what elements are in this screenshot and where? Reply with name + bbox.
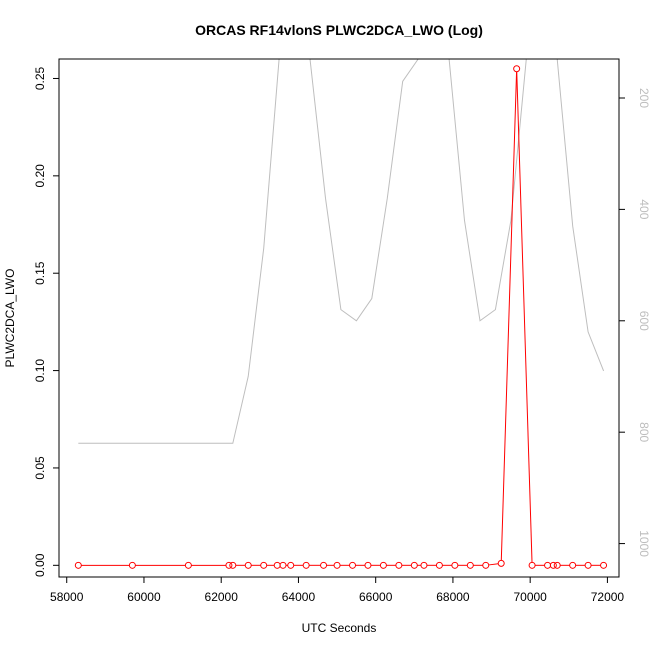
- data-point: [600, 561, 608, 569]
- primary-series: [74, 65, 608, 569]
- y-tick-label: 0.20: [33, 164, 47, 188]
- data-point: [466, 561, 474, 569]
- data-point: [482, 561, 490, 569]
- x-tick-label: 58000: [50, 590, 84, 604]
- data-point: [302, 561, 310, 569]
- data-point: [513, 65, 521, 73]
- y-tick-label: 0.00: [33, 553, 47, 577]
- y-tick-label: 0.15: [33, 261, 47, 285]
- data-point: [379, 561, 387, 569]
- y-axis: 0.00 0.05 0.10 0.15 0.20 0.25: [33, 66, 59, 577]
- secondary-series-line: [78, 59, 605, 444]
- data-point: [225, 561, 233, 569]
- secondary-y-axis: 200 400 600 800 1000: [619, 88, 650, 557]
- x-axis-label: UTC Seconds: [302, 621, 377, 635]
- data-point: [395, 561, 403, 569]
- primary-series-segment: [488, 563, 499, 566]
- data-point: [74, 561, 82, 569]
- data-point: [273, 561, 281, 569]
- plot-frame: [58, 58, 620, 578]
- primary-series-segment: [516, 71, 533, 563]
- y2-tick-label: 600: [637, 311, 650, 331]
- data-point: [333, 561, 341, 569]
- x-tick-label: 64000: [282, 590, 316, 604]
- y2-tick-label: 1000: [637, 530, 650, 557]
- data-point: [584, 561, 592, 569]
- data-point: [497, 559, 505, 567]
- y-axis-label: PLWC2DCA_LWO: [3, 269, 17, 368]
- data-point: [435, 561, 443, 569]
- data-point: [549, 561, 557, 569]
- x-tick-label: 68000: [436, 590, 470, 604]
- y2-tick-label: 800: [637, 422, 650, 442]
- data-point: [260, 561, 268, 569]
- x-tick-label: 72000: [591, 590, 625, 604]
- data-point: [229, 561, 237, 569]
- data-point: [349, 561, 357, 569]
- data-point: [364, 561, 372, 569]
- data-point: [128, 561, 136, 569]
- y2-tick-label: 200: [637, 88, 650, 108]
- chart-title: ORCAS RF14vlonS PLWC2DCA_LWO (Log): [195, 22, 483, 38]
- data-point: [184, 561, 192, 569]
- primary-series-segment: [500, 71, 518, 561]
- data-point: [553, 561, 561, 569]
- data-point: [451, 561, 459, 569]
- y-tick-label: 0.05: [33, 456, 47, 480]
- data-point: [279, 561, 287, 569]
- data-point: [410, 561, 418, 569]
- x-tick-label: 60000: [127, 590, 161, 604]
- data-point: [287, 561, 295, 569]
- y2-tick-label: 400: [637, 199, 650, 219]
- secondary-series: [78, 59, 605, 444]
- data-point: [569, 561, 577, 569]
- y-tick-label: 0.10: [33, 359, 47, 383]
- x-tick-label: 62000: [205, 590, 239, 604]
- y-tick-label: 0.25: [33, 66, 47, 90]
- data-point: [420, 561, 428, 569]
- data-point: [320, 561, 328, 569]
- data-point: [544, 561, 552, 569]
- x-tick-label: 70000: [513, 590, 547, 604]
- data-point: [244, 561, 252, 569]
- data-point: [528, 561, 536, 569]
- x-tick-label: 66000: [359, 590, 393, 604]
- x-axis: 58000 60000 62000 64000 66000 68000 70000 72000: [50, 576, 625, 604]
